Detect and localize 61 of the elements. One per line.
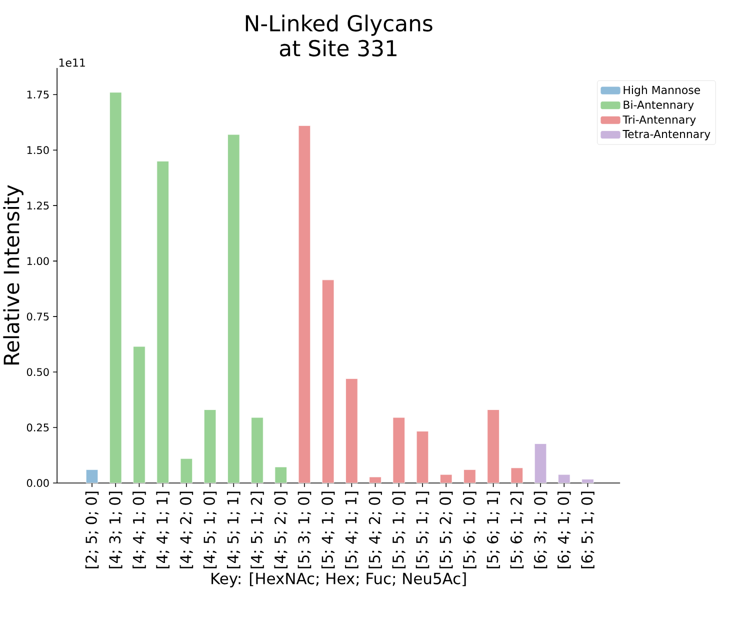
bar xyxy=(180,458,193,484)
x-tick-label: [6; 4; 1; 0] xyxy=(557,492,571,568)
bar xyxy=(369,476,382,484)
bar xyxy=(582,479,594,484)
x-tick-label: [4; 4; 1; 0] xyxy=(132,492,146,568)
legend-label: Tri-Antennary xyxy=(622,115,696,126)
x-tick-label: [4; 5; 1; 2] xyxy=(250,492,264,568)
legend-label: High Mannose xyxy=(624,86,700,96)
x-tick-label: [5; 5; 2; 0] xyxy=(439,492,453,568)
chart-title: N-Linked Glycans xyxy=(246,14,432,36)
y-axis-title: Relative Intensity xyxy=(3,185,24,364)
x-tick-label: [4; 4; 1; 1] xyxy=(156,492,170,568)
bar xyxy=(510,468,524,484)
bar xyxy=(322,280,334,484)
x-tick-label: [6; 5; 1; 0] xyxy=(581,492,594,568)
x-tick-label: [5; 6; 1; 2] xyxy=(510,492,524,568)
y-tick-label: 0.25 xyxy=(26,424,49,432)
x-axis-title: Key: [HexNAc; Hex; Fuc; Neu5Ac] xyxy=(212,572,466,588)
y-tick-label: 1.50 xyxy=(27,146,49,154)
x-tick-label: [4; 3; 1; 0] xyxy=(108,492,122,568)
bar xyxy=(251,417,264,484)
x-tick-label: [2; 5; 0; 0] xyxy=(85,492,99,568)
bar xyxy=(298,125,311,484)
x-tick-label: [5; 5; 1; 1] xyxy=(416,492,430,568)
y-tick-label: 0.75 xyxy=(26,312,49,320)
x-tick-label: [5; 4; 1; 0] xyxy=(321,492,335,568)
bar xyxy=(86,469,98,484)
legend-label: Bi-Antennary xyxy=(624,100,694,112)
x-tick-label: [5; 5; 1; 0] xyxy=(392,492,406,568)
x-tick-label: [5; 6; 1; 0] xyxy=(463,492,476,568)
bar xyxy=(440,474,452,484)
y-tick-label: 1.00 xyxy=(27,257,49,266)
x-tick-label: [4; 5; 2; 0] xyxy=(274,492,288,568)
y-tick-label: 0.50 xyxy=(26,368,49,376)
bar xyxy=(487,410,500,484)
bar xyxy=(110,92,122,484)
bar xyxy=(133,346,146,484)
bar xyxy=(534,444,547,484)
bar xyxy=(204,410,216,484)
y-tick-label: 1.25 xyxy=(27,202,49,210)
x-tick-label: [4; 5; 1; 0] xyxy=(203,492,217,568)
x-tick-label: [5; 4; 2; 0] xyxy=(368,492,382,568)
legend-label: Tetra-Antennary xyxy=(622,130,710,140)
text: 1e11 xyxy=(59,58,85,67)
chart-subtitle: at Site 331 xyxy=(280,40,396,56)
bar xyxy=(416,431,429,484)
bar xyxy=(558,474,570,484)
x-tick-label: [5; 4; 1; 1] xyxy=(345,492,358,568)
bar xyxy=(274,466,287,484)
bar xyxy=(156,160,169,484)
y-tick-label: 0.00 xyxy=(26,479,49,487)
x-tick-label: [5; 6; 1; 1] xyxy=(486,492,500,568)
y-tick-label: 1.75 xyxy=(27,90,49,98)
bar xyxy=(346,378,358,484)
x-tick-label: [4; 4; 2; 0] xyxy=(180,492,194,568)
bar xyxy=(464,469,476,484)
bar xyxy=(392,417,405,484)
bar xyxy=(228,134,240,484)
x-tick-label: [5; 3; 1; 0] xyxy=(298,492,312,568)
x-tick-label: [4; 5; 1; 1] xyxy=(226,492,240,568)
x-tick-label: [6; 3; 1; 0] xyxy=(534,492,548,568)
